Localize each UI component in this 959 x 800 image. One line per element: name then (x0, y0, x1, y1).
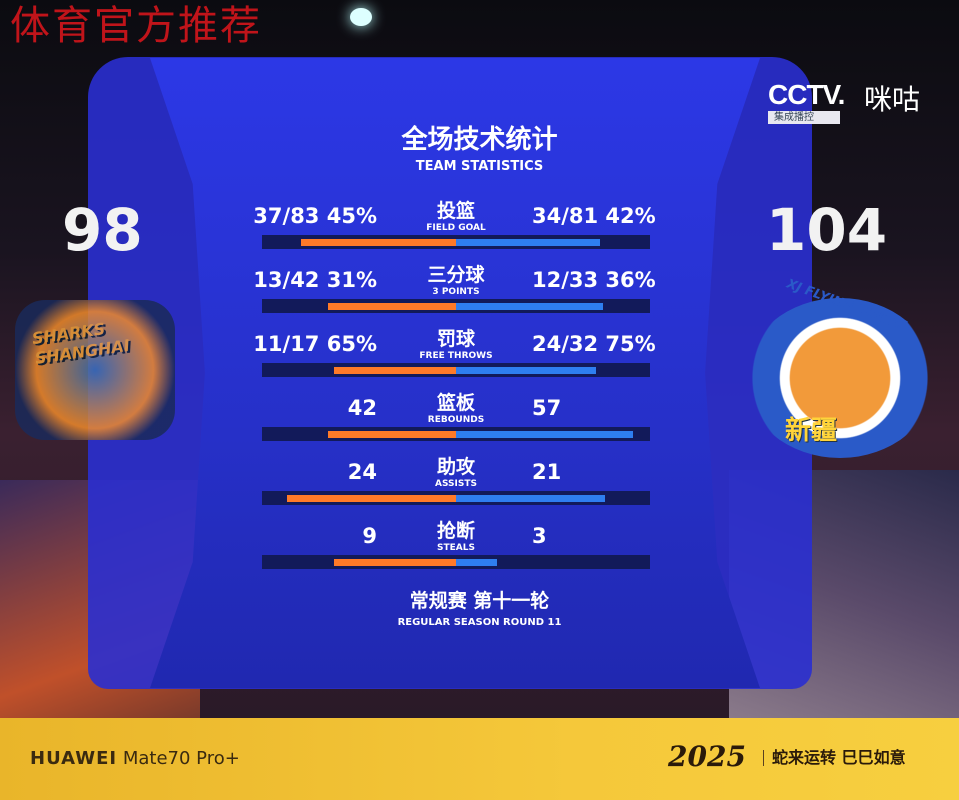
away-bar-fill (456, 303, 604, 310)
away-stat-value: 21 (532, 460, 562, 484)
phone-brand: HUAWEI Mate70 Pro+ (30, 748, 240, 769)
stat-bar (262, 491, 650, 505)
stat-label: 投篮 (436, 200, 475, 222)
home-bar-fill (333, 367, 456, 374)
stat-bar (262, 363, 650, 377)
stats-subtitle: TEAM STATISTICS (415, 159, 544, 174)
arena-background: CCTV. 集成播控 咪咕 全场技术统计 TEAM STATISTICS 98 … (0, 0, 959, 718)
stat-label-en: STEALS (437, 543, 475, 553)
away-bar-fill (456, 367, 596, 374)
year-logo: 2025 (668, 740, 746, 773)
home-stat-value: 24 (347, 460, 377, 484)
home-bar-fill (333, 559, 456, 566)
stat-bar (262, 555, 650, 569)
stat-label-en: 3 POINTS (432, 287, 480, 297)
home-bar-fill (327, 431, 456, 438)
migu-logo: 咪咕 (864, 83, 921, 116)
away-bar-fill (456, 239, 600, 246)
stat-row: 42 篮板 REBOUNDS 57 (0, 392, 959, 456)
camera-watermark-banner: HUAWEI Mate70 Pro+ 2025 蛇来运转 巳巳如意 (0, 718, 959, 800)
cctv-sub-label: 集成播控 (768, 111, 840, 124)
stats-title: 全场技术统计 (401, 125, 558, 155)
home-stat-value: 37/83 45% (253, 204, 377, 228)
flying-tigers-logo: XJ FLYING TIGERS 新疆 (745, 277, 935, 458)
away-stat-value: 34/81 42% (532, 204, 656, 228)
stat-bar (262, 235, 650, 249)
away-stat-value: 3 (532, 524, 547, 548)
stat-label: 篮板 (436, 392, 475, 414)
ceiling-light (350, 8, 372, 26)
tigers-logo-cn: 新疆 (785, 416, 838, 446)
watermark-text: 体育官方推荐 (10, 3, 262, 49)
home-stat-value: 9 (362, 524, 377, 548)
stat-row: 24 助攻 ASSISTS 21 (0, 456, 959, 520)
stat-label: 助攻 (436, 456, 475, 478)
away-stat-value: 24/32 75% (532, 332, 656, 356)
stat-bar (262, 427, 650, 441)
stat-row: 9 抢断 STEALS 3 (0, 520, 959, 584)
stat-bar (262, 299, 650, 313)
away-score: 104 (766, 196, 888, 264)
stat-row: 11/17 65% 罚球 FREE THROWS 24/32 75% (0, 328, 959, 392)
cctv-logo: CCTV. (768, 79, 845, 110)
home-bar-fill (327, 303, 456, 310)
stat-label: 罚球 (436, 328, 475, 350)
stat-label-en: FIELD GOAL (426, 223, 486, 233)
home-stat-value: 42 (347, 396, 377, 420)
stat-label-en: REBOUNDS (427, 415, 485, 425)
round-label: 常规赛 第十一轮 (409, 590, 550, 612)
home-bar-fill (287, 495, 456, 502)
stat-row: 37/83 45% 投篮 FIELD GOAL 34/81 42% (0, 200, 959, 264)
stat-label-en: ASSISTS (435, 479, 477, 489)
sharks-logo: SHARKS SHANGHAI (15, 300, 175, 440)
home-stat-value: 13/42 31% (253, 268, 377, 292)
home-score: 98 (62, 196, 143, 264)
home-stat-value: 11/17 65% (253, 332, 377, 356)
stat-label-en: FREE THROWS (419, 351, 493, 361)
away-stat-value: 57 (532, 396, 562, 420)
slogan: 蛇来运转 巳巳如意 (763, 748, 906, 767)
away-bar-fill (456, 495, 606, 502)
stat-label: 三分球 (427, 264, 485, 286)
stat-label: 抢断 (436, 520, 475, 542)
round-label-en: REGULAR SEASON ROUND 11 (397, 617, 562, 628)
stat-row: 13/42 31% 三分球 3 POINTS 12/33 36% (0, 264, 959, 328)
away-stat-value: 12/33 36% (532, 268, 656, 292)
away-bar-fill (456, 559, 497, 566)
away-bar-fill (456, 431, 633, 438)
home-bar-fill (300, 239, 456, 246)
